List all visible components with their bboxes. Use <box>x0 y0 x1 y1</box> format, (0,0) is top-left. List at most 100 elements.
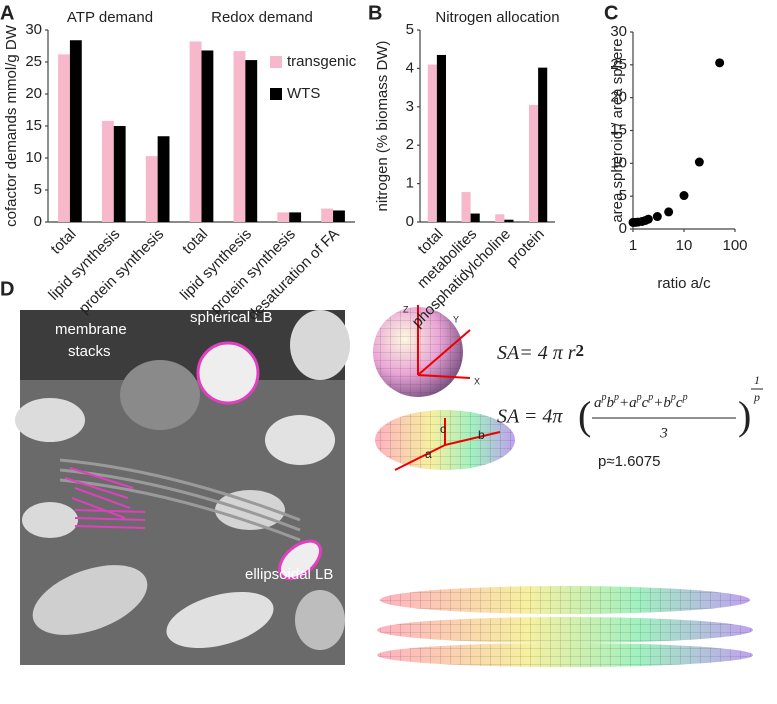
y-tick-label: 25 <box>610 56 627 73</box>
paren: ) <box>738 393 751 438</box>
point <box>643 214 653 224</box>
legend-label: transgenic <box>287 53 357 70</box>
formula-part: p <box>682 392 688 403</box>
annotation: ellipsoidal LB <box>245 566 333 583</box>
bar <box>201 50 214 223</box>
bar <box>245 60 258 222</box>
bar <box>189 41 202 222</box>
formula-part: c <box>676 395 683 411</box>
bar <box>321 208 334 222</box>
point <box>715 58 725 68</box>
axis-label: a <box>425 447 432 461</box>
formula: SA= 4 π r2 <box>497 341 584 364</box>
y-axis-label: nitrogen (% biomass DW) <box>374 41 391 212</box>
point <box>652 212 662 222</box>
y-axis-label: cofactor demands mmol/g DW <box>3 24 20 227</box>
legend-label: WTS <box>287 85 320 102</box>
bar <box>113 126 126 222</box>
axis-label: Y <box>453 314 459 324</box>
x-tick-label: 10 <box>676 237 693 254</box>
bar <box>145 156 158 222</box>
formula-part: SA <box>497 342 520 364</box>
bar <box>58 54 70 222</box>
flat-spheroids <box>377 586 753 667</box>
bar <box>538 67 548 222</box>
y-tick-label: 5 <box>406 21 414 38</box>
y-tick-label: 30 <box>25 21 42 38</box>
formula-part: p <box>670 392 676 403</box>
y-tick-label: 5 <box>34 181 42 198</box>
x-axis-label: ratio a/c <box>657 275 711 292</box>
point <box>694 157 704 167</box>
annotation: spherical LB <box>190 309 273 326</box>
bar <box>436 54 446 223</box>
sphere <box>373 305 471 397</box>
x-tick-label: 1 <box>629 237 637 254</box>
legend-swatch <box>270 88 282 100</box>
axis-label: Z <box>403 304 409 314</box>
bar <box>157 136 170 222</box>
paren: ( <box>578 393 591 438</box>
bar <box>289 212 302 222</box>
formula-part: p <box>647 392 653 403</box>
denominator: 3 <box>659 425 668 441</box>
point <box>664 207 674 217</box>
micrograph <box>15 310 350 665</box>
formula-part: b <box>607 395 615 411</box>
y-tick-label: 0 <box>406 213 414 230</box>
axis-label: c <box>440 422 446 436</box>
bar <box>495 214 505 222</box>
y-tick-label: 0 <box>34 213 42 230</box>
x-tick-label: total <box>47 226 79 258</box>
y-tick-label: 25 <box>25 53 42 70</box>
legend-swatch <box>270 56 282 68</box>
point <box>679 191 689 201</box>
panel-letter: B <box>368 2 382 24</box>
y-tick-label: 3 <box>406 98 414 115</box>
y-tick-label: 30 <box>610 23 627 40</box>
spheroid <box>375 410 515 471</box>
p-value: p≈1.6075 <box>598 453 660 470</box>
bar <box>333 210 345 222</box>
x-tick-label: total <box>179 226 211 258</box>
bar <box>69 40 82 222</box>
bar <box>277 212 290 222</box>
exponent: 1 <box>754 373 760 387</box>
annotation: ATP demand <box>67 9 153 26</box>
panel-letter: C <box>604 2 618 24</box>
formula-part: p <box>601 392 607 403</box>
formula-part: +b <box>653 395 671 411</box>
formula: SA = 4π <box>497 406 563 428</box>
y-tick-label: 15 <box>25 117 42 134</box>
formula-part: 2 <box>576 341 585 360</box>
bar <box>101 120 114 222</box>
formula-part: c <box>642 395 649 411</box>
annotation: Redox demand <box>211 9 313 26</box>
axis-label: b <box>478 428 485 442</box>
exponent: p <box>753 390 760 404</box>
formula-part: = 4 π r <box>519 342 576 364</box>
x-tick-label: 100 <box>722 237 747 254</box>
bar <box>233 51 246 223</box>
y-tick-label: 4 <box>406 59 414 76</box>
y-tick-label: 0 <box>619 220 627 237</box>
y-tick-label: 5 <box>619 187 627 204</box>
bar <box>504 219 514 222</box>
x-tick-label: protein <box>503 226 547 270</box>
y-tick-label: 1 <box>406 175 414 192</box>
panel-letter: A <box>0 2 14 24</box>
bar <box>427 64 437 222</box>
y-tick-label: 10 <box>25 149 42 166</box>
y-tick-label: 10 <box>610 154 627 171</box>
formula-part: p <box>636 392 642 403</box>
y-tick-label: 2 <box>406 136 414 153</box>
bar <box>470 213 480 222</box>
y-tick-label: 15 <box>610 121 627 138</box>
formula-part: a <box>594 395 602 411</box>
formula-part: +a <box>619 395 637 411</box>
numerator: apbp+apcp+bpcp <box>594 392 688 411</box>
y-tick-label: 20 <box>610 89 627 106</box>
y-axis-label: area spheroid / area sphere <box>609 38 626 222</box>
